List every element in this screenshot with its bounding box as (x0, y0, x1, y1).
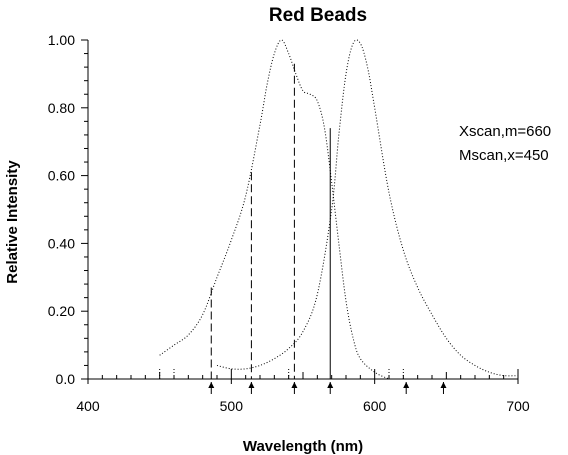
y-tick-label: 0.80 (48, 100, 75, 116)
y-tick-label: 0.40 (48, 235, 75, 251)
x-tick-label: 500 (220, 398, 244, 414)
y-axis-label: Relative Intensity (4, 160, 21, 284)
y-tick-label: 0.20 (48, 303, 75, 319)
chart-title: Red Beads (269, 5, 367, 26)
x-tick-label: 600 (363, 398, 387, 414)
series-line-1 (159, 39, 390, 380)
excitation-arrow-head (291, 382, 298, 388)
annotation-xscan: Xscan,m=660 (459, 123, 551, 140)
annotation-mscan: Mscan,x=450 (459, 147, 549, 164)
excitation-arrow-head (440, 382, 447, 388)
y-tick-label: 0.60 (48, 168, 75, 184)
excitation-arrow-head (248, 382, 255, 388)
plot-area: 0.0 0.20 0.40 0.60 0.80 1.00 400 500 600 700 (48, 32, 530, 414)
series-line-2 (216, 39, 519, 377)
y-tick-label: 0.0 (56, 371, 76, 387)
excitation-arrow-head (327, 382, 334, 388)
x-tick-label: 400 (76, 398, 100, 414)
x-axis-label: Wavelength (nm) (243, 438, 363, 455)
excitation-arrow-head (403, 382, 410, 388)
y-tick-label: 1.00 (48, 32, 75, 48)
excitation-arrow-head (208, 382, 215, 388)
x-tick-label: 700 (506, 398, 530, 414)
